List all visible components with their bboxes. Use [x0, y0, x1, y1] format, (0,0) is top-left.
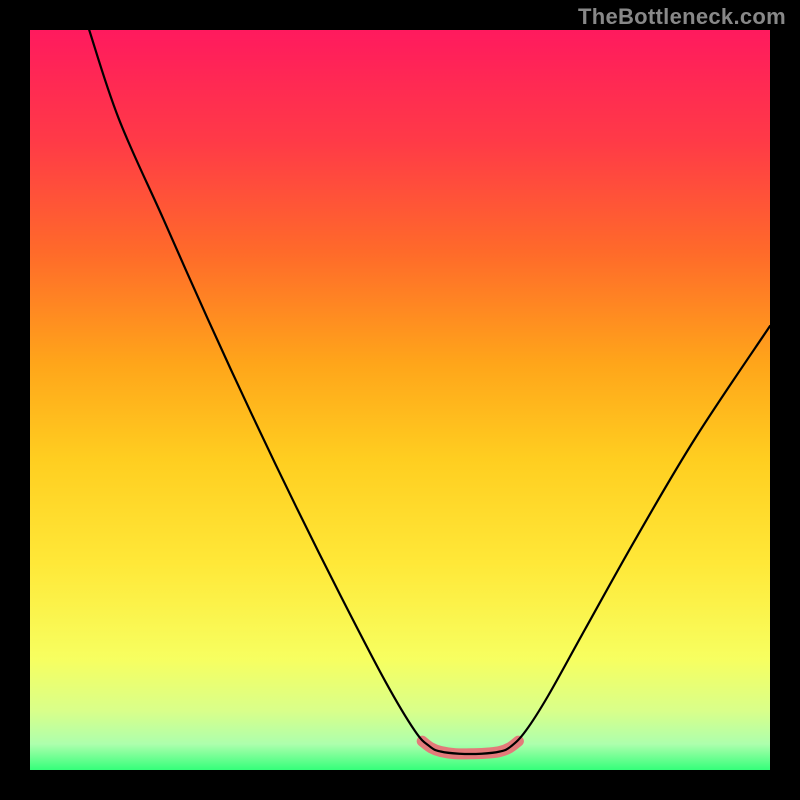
bottleneck-chart: TheBottleneck.com: [0, 0, 800, 800]
watermark-text: TheBottleneck.com: [578, 4, 786, 30]
chart-canvas: [0, 0, 800, 800]
chart-background: [30, 30, 770, 770]
